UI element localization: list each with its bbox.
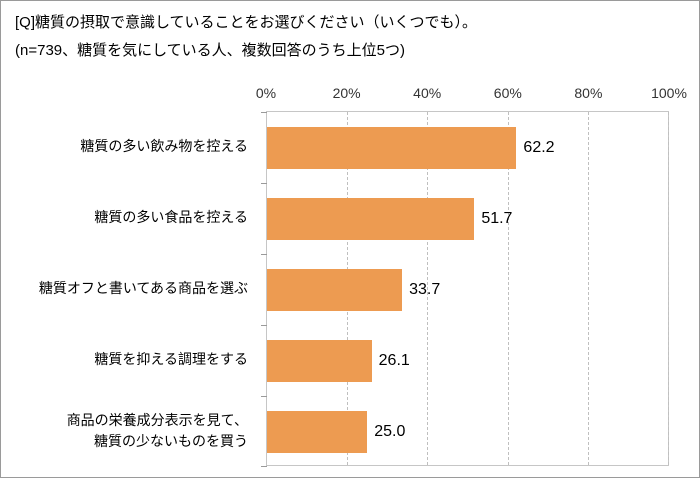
value-label: 51.7: [481, 209, 513, 227]
plot-area: 62.2 51.7 33.7 26.1 25.0: [261, 111, 669, 467]
y-axis-tick: [261, 254, 267, 255]
value-label: 26.1: [378, 351, 410, 369]
x-tick-label: 0%: [255, 85, 277, 101]
bar: [267, 268, 403, 311]
y-axis-tick: [261, 466, 267, 467]
category-labels: 糖質の多い飲み物を控える糖質の多い食品を控える糖質オフと書いてある商品を選ぶ糖質…: [1, 111, 257, 466]
x-tick-label: 100%: [651, 85, 687, 101]
category-label: 商品の栄養成分表示を見て、 糖質の少ないものを買う: [66, 411, 248, 449]
x-tick-label: 60%: [493, 85, 522, 101]
x-tick-label: 80%: [574, 85, 603, 101]
value-label: 62.2: [523, 138, 555, 156]
y-axis-tick: [261, 396, 267, 397]
bar-row: 62.2: [267, 112, 668, 183]
bar: [267, 126, 517, 169]
y-axis-tick: [261, 325, 267, 326]
x-tick-label: 20%: [332, 85, 361, 101]
bar-row: 33.7: [267, 254, 668, 325]
y-axis-tick: [261, 112, 267, 113]
category-label: 糖質の多い飲み物を控える: [80, 138, 248, 154]
y-axis-tick: [261, 183, 267, 184]
gridline: [668, 112, 669, 465]
x-axis-ticks: 0% 20% 40% 60% 80% 100%: [256, 83, 687, 103]
chart-title: [Q]糖質の摂取で意識していることをお選びください（いくつでも）。: [15, 14, 478, 31]
bar: [267, 410, 368, 453]
gridline: [507, 112, 509, 465]
category-label: 糖質の多い食品を控える: [94, 209, 248, 225]
category-label: 糖質オフと書いてある商品を選ぶ: [38, 280, 248, 296]
value-label: 33.7: [409, 280, 441, 298]
chart-header: [Q]糖質の摂取で意識していることをお選びください（いくつでも）。 (n=739…: [15, 9, 685, 65]
gridline: [587, 112, 589, 465]
chart-subtitle: (n=739、糖質を気にしている人、複数回答のうち上位5つ): [15, 42, 406, 59]
bar-row: 26.1: [267, 325, 668, 396]
bar: [267, 197, 475, 240]
bar-row: 25.0: [267, 396, 668, 467]
bar-row: 51.7: [267, 183, 668, 254]
value-label: 25.0: [374, 422, 406, 440]
x-tick-label: 40%: [413, 85, 442, 101]
bar: [267, 339, 372, 382]
category-label: 糖質を抑える調理をする: [94, 351, 248, 367]
gridline: [427, 112, 429, 465]
